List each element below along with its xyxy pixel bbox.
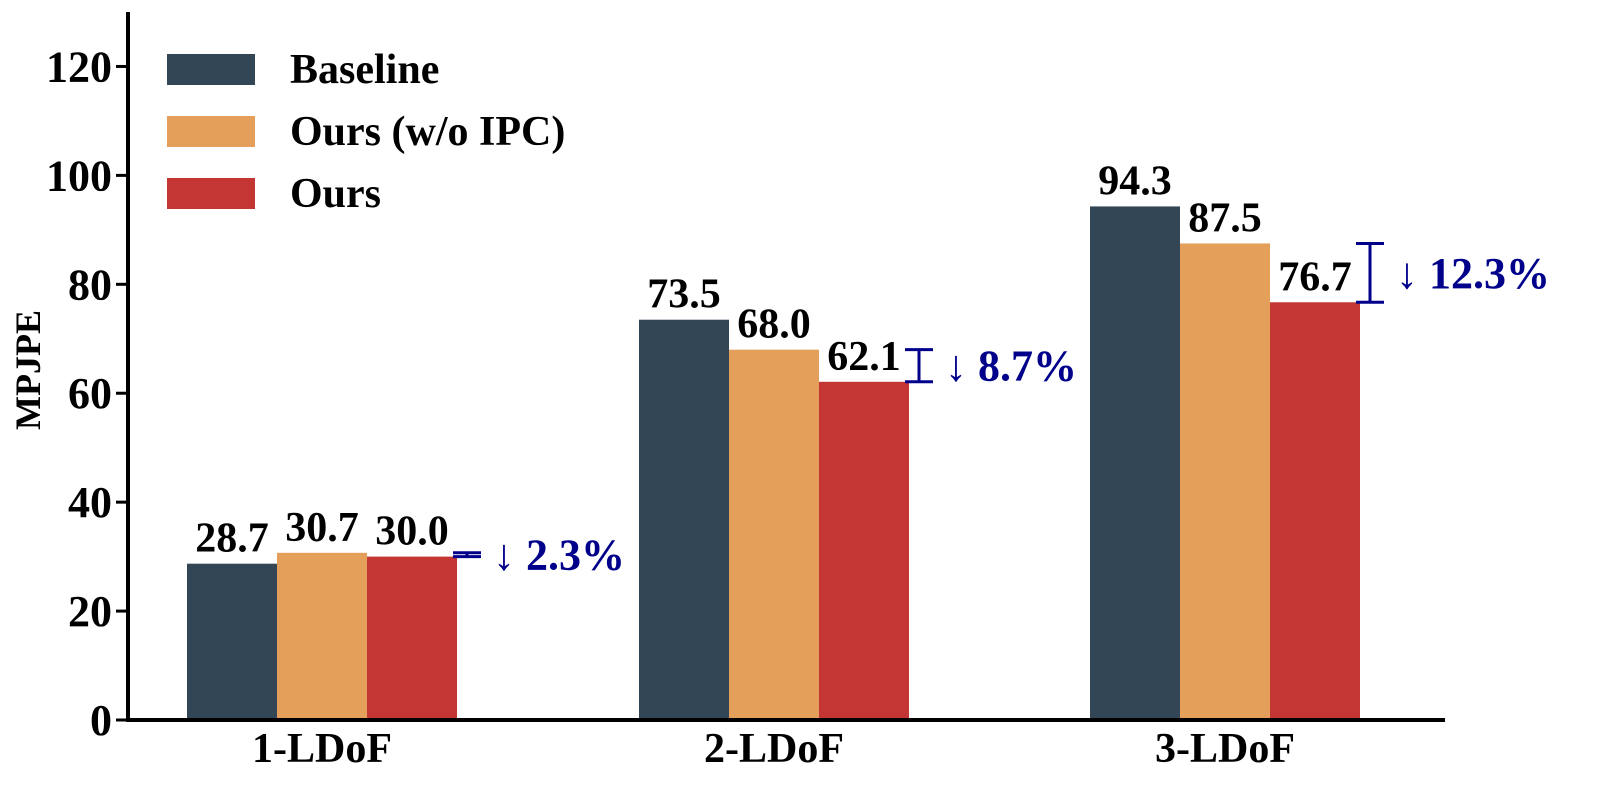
- legend-label: Ours (w/o IPC): [290, 109, 565, 155]
- y-tick-label: 80: [68, 260, 112, 309]
- bar-value-label: 73.5: [647, 272, 721, 318]
- y-tick-label: 60: [68, 369, 112, 418]
- bar-value-label: 30.7: [285, 505, 359, 551]
- bar-ours-2-ldof: [819, 381, 909, 720]
- labels-layer: 28.7 30.7 30.0 1-LDoF 73.5 68.0 62.1 2-LDoF 94.3…: [195, 158, 1352, 772]
- bar-value-label: 30.0: [375, 509, 449, 555]
- bar-value-label: 28.7: [195, 516, 269, 562]
- legend: Baseline Ours (w/o IPC) Ours: [167, 47, 565, 217]
- bar-value-label: 94.3: [1098, 158, 1172, 204]
- bar-baseline-2-ldof: [639, 319, 729, 720]
- bar-value-label: 76.7: [1278, 254, 1352, 300]
- axes-layer: [126, 12, 1445, 722]
- y-tick-label: 0: [90, 696, 112, 745]
- y-tick-label: 100: [46, 151, 112, 200]
- legend-swatch: [167, 116, 255, 147]
- bar-ours-w-o-ipc--1-ldof: [277, 552, 367, 720]
- bar-baseline-3-ldof: [1090, 206, 1180, 721]
- bar-value-label: 68.0: [737, 302, 811, 348]
- x-tick-label: 2-LDoF: [704, 726, 844, 772]
- annotations-layer: ↓ 2.3% ↓ 8.7% ↓ 12.3%: [453, 241, 1550, 580]
- bar-baseline-1-ldof: [187, 563, 277, 720]
- bar-ours-3-ldof: [1270, 302, 1360, 720]
- y-axis-title: MPJPE: [8, 310, 48, 430]
- legend-swatch: [167, 178, 255, 209]
- y-tick-label: 40: [68, 478, 112, 527]
- legend-label: Baseline: [290, 47, 439, 93]
- x-tick-label: 1-LDoF: [252, 726, 392, 772]
- bar-ours-w-o-ipc--2-ldof: [729, 349, 819, 720]
- legend-swatch: [167, 54, 255, 85]
- ticks-layer: 0 20 40 60 80 100 120: [46, 42, 128, 745]
- bar-ours-1-ldof: [367, 556, 457, 720]
- y-tick-label: 120: [46, 42, 112, 91]
- legend-label: Ours: [290, 171, 381, 217]
- y-tick-label: 20: [68, 587, 112, 636]
- reduction-label: ↓ 12.3%: [1396, 249, 1550, 298]
- bar-ours-w-o-ipc--3-ldof: [1180, 243, 1270, 720]
- reduction-label: ↓ 8.7%: [945, 342, 1077, 391]
- x-tick-label: 3-LDoF: [1155, 726, 1295, 772]
- bars-layer: [187, 206, 1360, 721]
- bar-value-label: 62.1: [827, 334, 901, 380]
- bar-value-label: 87.5: [1188, 195, 1262, 241]
- reduction-label: ↓ 2.3%: [493, 531, 625, 580]
